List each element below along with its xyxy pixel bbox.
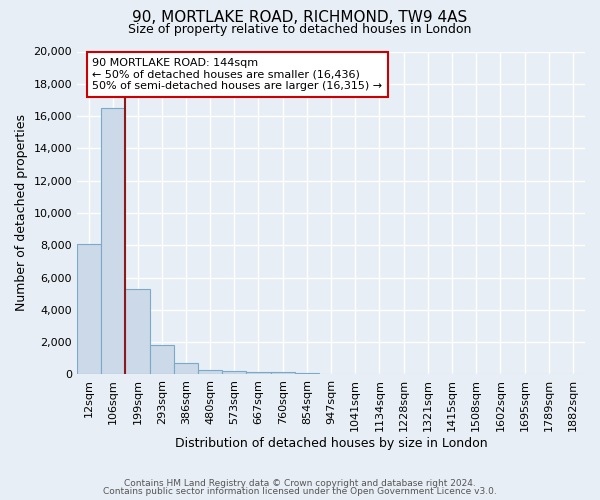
Bar <box>247 372 271 374</box>
Text: Contains public sector information licensed under the Open Government Licence v3: Contains public sector information licen… <box>103 487 497 496</box>
Text: Size of property relative to detached houses in London: Size of property relative to detached ho… <box>128 22 472 36</box>
Text: 90 MORTLAKE ROAD: 144sqm
← 50% of detached houses are smaller (16,436)
50% of se: 90 MORTLAKE ROAD: 144sqm ← 50% of detach… <box>92 58 382 91</box>
Bar <box>149 346 174 374</box>
Text: 90, MORTLAKE ROAD, RICHMOND, TW9 4AS: 90, MORTLAKE ROAD, RICHMOND, TW9 4AS <box>133 10 467 25</box>
Bar <box>222 371 247 374</box>
Bar <box>198 370 222 374</box>
Bar <box>101 108 125 374</box>
Bar <box>174 363 198 374</box>
Bar <box>77 244 101 374</box>
Bar <box>271 372 295 374</box>
Bar <box>125 289 149 374</box>
Text: Contains HM Land Registry data © Crown copyright and database right 2024.: Contains HM Land Registry data © Crown c… <box>124 478 476 488</box>
Y-axis label: Number of detached properties: Number of detached properties <box>15 114 28 312</box>
X-axis label: Distribution of detached houses by size in London: Distribution of detached houses by size … <box>175 437 487 450</box>
Bar <box>295 373 319 374</box>
